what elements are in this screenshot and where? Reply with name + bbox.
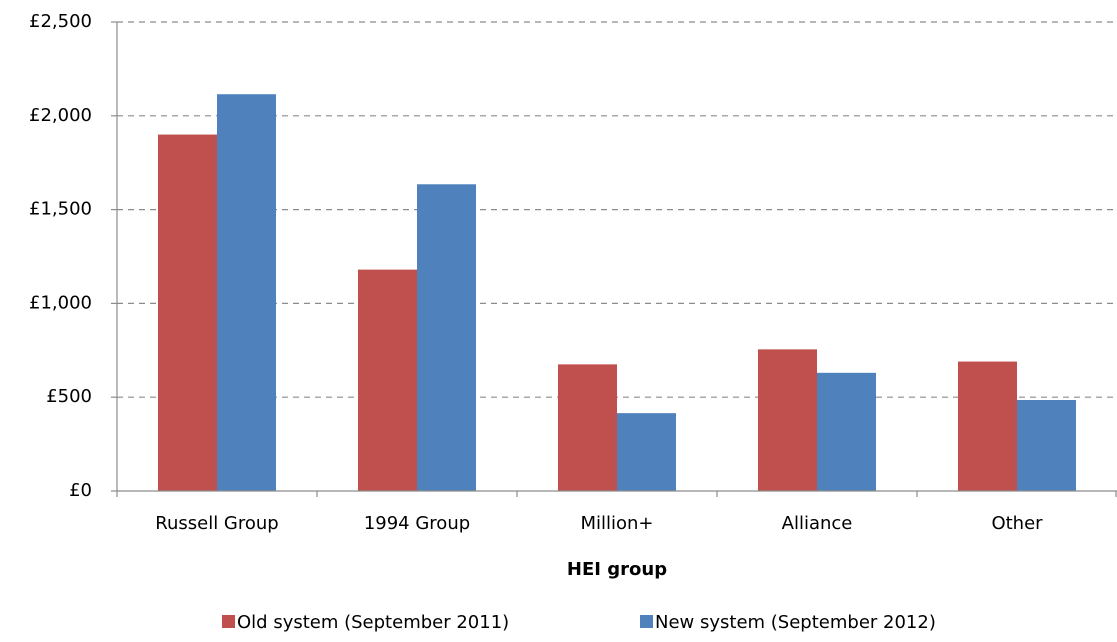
y-tick-label: £2,000 (29, 105, 92, 126)
bar (217, 94, 276, 491)
legend-label: New system (September 2012) (655, 612, 936, 633)
x-tick-label: Alliance (782, 513, 853, 534)
legend-swatch (222, 615, 235, 628)
y-tick-label: £1,000 (29, 292, 92, 313)
bar (1017, 400, 1076, 491)
legend-label: Old system (September 2011) (237, 612, 509, 633)
bar (617, 413, 676, 491)
y-tick-label: £2,500 (29, 11, 92, 32)
y-tick-label: £0 (69, 480, 92, 501)
legend-swatch (640, 615, 653, 628)
y-tick-label: £1,500 (29, 199, 92, 220)
bar (558, 364, 617, 491)
bar (958, 361, 1017, 491)
bar (758, 349, 817, 491)
y-tick-label: £500 (46, 386, 92, 407)
bar (417, 184, 476, 492)
x-tick-label: Million+ (580, 513, 653, 534)
x-tick-label: 1994 Group (364, 513, 470, 534)
bar (158, 134, 217, 491)
x-tick-label: Russell Group (155, 513, 278, 534)
x-tick-label: Other (991, 513, 1043, 534)
x-axis-title: HEI group (567, 559, 667, 580)
bar (817, 372, 876, 491)
bar (358, 269, 417, 491)
